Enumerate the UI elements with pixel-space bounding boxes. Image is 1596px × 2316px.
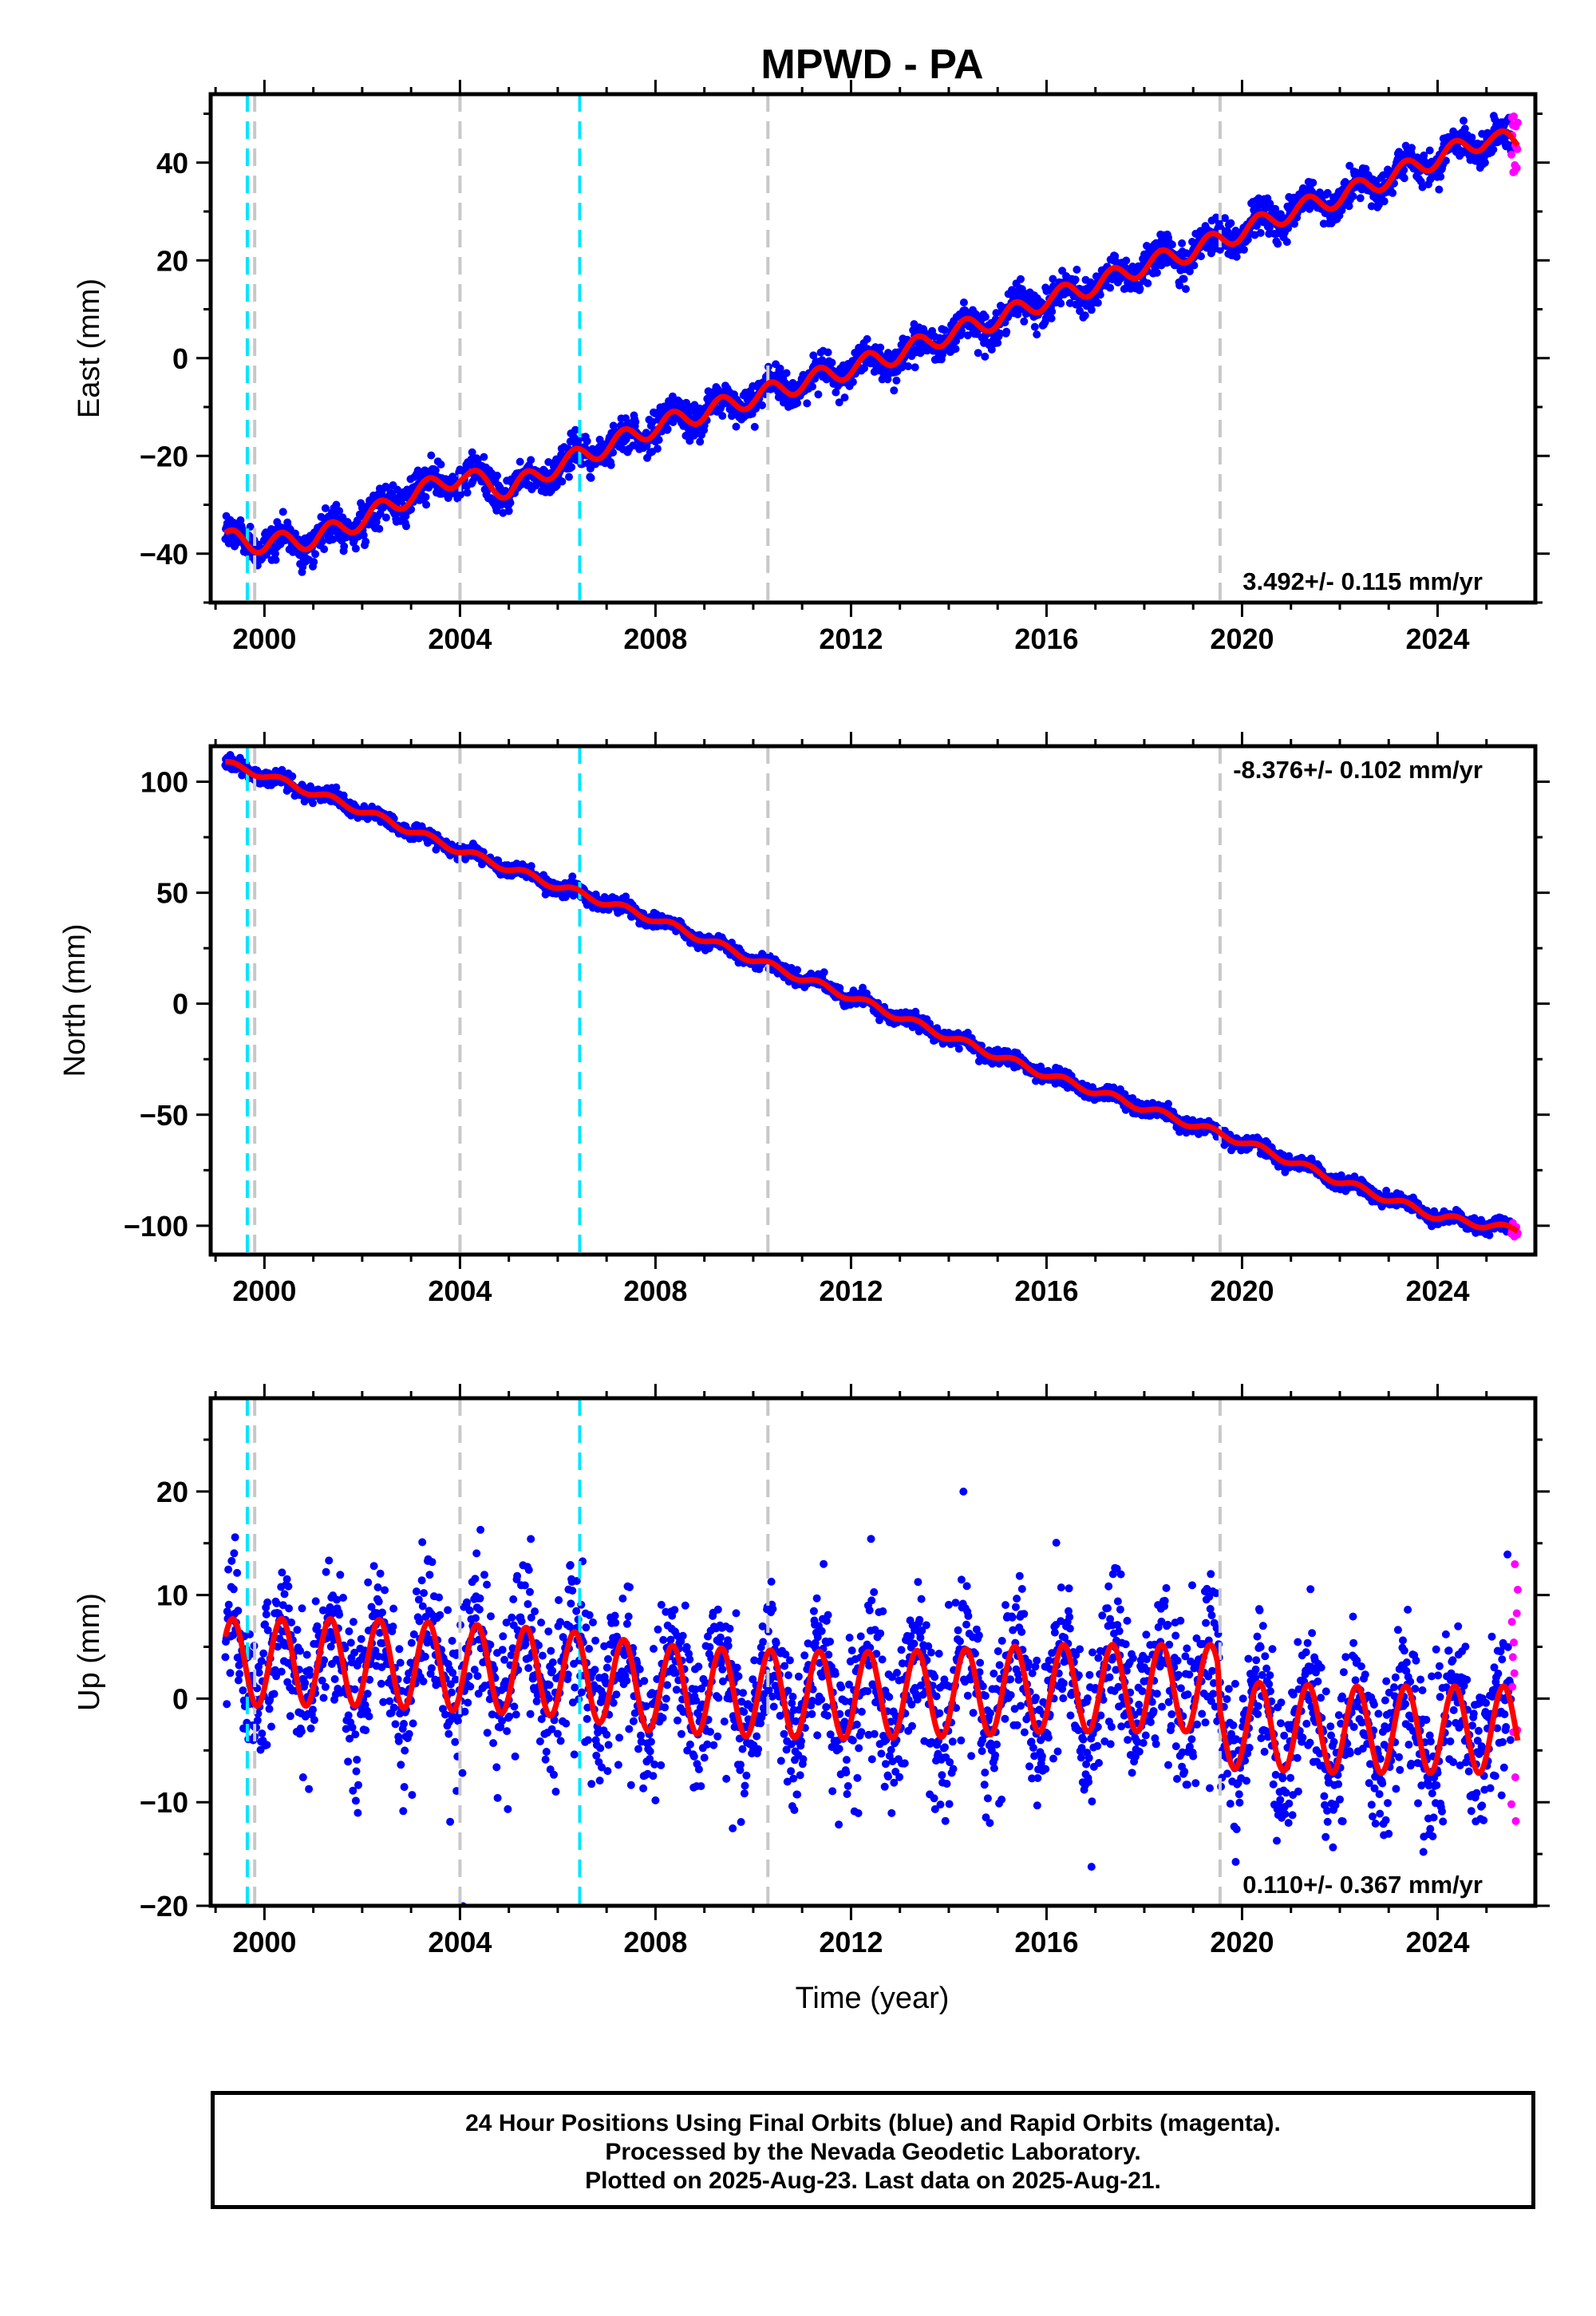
- plot-area-north: [221, 746, 1522, 1255]
- x-tick-label: 2016: [1014, 622, 1078, 655]
- final-orbits-points: [221, 751, 1515, 1239]
- x-tick-label: 2016: [1014, 1275, 1078, 1307]
- frame-north: [208, 744, 1538, 1257]
- plot-area-east: [221, 94, 1522, 603]
- x-tick-label: 2008: [623, 1926, 687, 1958]
- caption-box: 24 Hour Positions Using Final Orbits (bl…: [211, 2091, 1535, 2209]
- x-tick-label: 2020: [1210, 622, 1274, 655]
- caption-line-1: 24 Hour Positions Using Final Orbits (bl…: [465, 2110, 1281, 2136]
- y-tick-label: −10: [140, 1786, 188, 1819]
- x-tick-label: 2024: [1405, 622, 1469, 655]
- x-tick-label: 2004: [428, 1926, 492, 1958]
- y-tick-label: 20: [156, 244, 188, 277]
- x-tick-label: 2004: [428, 622, 492, 655]
- panel-east: 2000 2004 2008 2012 2016 2020 2024 −40 −20 0 20 40 E…: [73, 80, 1550, 655]
- final-orbits-points: [221, 112, 1515, 576]
- rapid-orbits-points: [1507, 1560, 1522, 1825]
- panel-north: 2000 2004 2008 2012 2016 2020 2024 −100 −50 0 50 10…: [58, 732, 1550, 1307]
- rapid-orbits-points: [1507, 112, 1522, 176]
- y-tick-label: 0: [172, 342, 188, 375]
- y-tick-label: 20: [156, 1476, 188, 1508]
- frame-up: [208, 1396, 1538, 1908]
- model-fit-line: [223, 128, 1520, 556]
- y-tick-label: −20: [140, 440, 188, 472]
- caption-line-3: Plotted on 2025-Aug-23. Last data on 202…: [585, 2168, 1161, 2194]
- x-tick-label: 2008: [623, 1275, 687, 1307]
- caption-line-2: Processed by the Nevada Geodetic Laborat…: [605, 2139, 1141, 2165]
- rate-label-north: -8.376+/- 0.102 mm/yr: [1233, 756, 1483, 784]
- x-tick-label: 2012: [819, 1926, 883, 1958]
- x-tick-label: 2020: [1210, 1926, 1274, 1958]
- x-tick-label: 2024: [1405, 1275, 1469, 1307]
- chart-title: MPWD - PA: [760, 41, 983, 88]
- x-tick-label: 2000: [232, 1275, 296, 1307]
- y-tick-label: 10: [156, 1579, 188, 1612]
- x-tick-label: 2004: [428, 1275, 492, 1307]
- x-tick-label: 2008: [623, 622, 687, 655]
- y-axis-title-north: North (mm): [58, 923, 92, 1077]
- y-tick-label: −40: [140, 538, 188, 571]
- y-tick-label: 100: [140, 766, 188, 799]
- frame-east: [208, 92, 1538, 605]
- x-tick-label: 2012: [819, 622, 883, 655]
- y-axis-title-east: East (mm): [73, 279, 106, 418]
- x-tick-label: 2000: [232, 1926, 296, 1958]
- x-tick-label: 2012: [819, 1275, 883, 1307]
- y-tick-label: −100: [124, 1210, 188, 1243]
- y-axis-title-up: Up (mm): [73, 1593, 106, 1711]
- y-tick-label: −20: [140, 1890, 188, 1923]
- x-tick-label: 2020: [1210, 1275, 1274, 1307]
- plot-area-up: [221, 1398, 1522, 1906]
- y-tick-label: 50: [156, 877, 188, 910]
- model-fit-line: [222, 1616, 1521, 1777]
- model-fit-line: [223, 759, 1520, 1234]
- rate-label-up: 0.110+/- 0.367 mm/yr: [1242, 1871, 1483, 1899]
- panels-group: 2000 2004 2008 2012 2016 2020 2024−40−2002040E…: [58, 80, 1550, 1958]
- x-tick-label: 2000: [232, 622, 296, 655]
- y-tick-label: 40: [156, 147, 188, 180]
- panel-up: 2000 2004 2008 2012 2016 2020 2024 −20 −10 0 10 20 U…: [73, 1384, 1550, 1958]
- x-axis-title: Time (year): [796, 1982, 950, 2015]
- y-tick-label: 0: [172, 988, 188, 1021]
- y-tick-label: −50: [140, 1099, 188, 1132]
- x-tick-label: 2024: [1405, 1926, 1469, 1958]
- rate-label-east: 3.492+/- 0.115 mm/yr: [1242, 567, 1483, 595]
- x-tick-label: 2016: [1014, 1926, 1078, 1958]
- y-tick-label: 0: [172, 1682, 188, 1715]
